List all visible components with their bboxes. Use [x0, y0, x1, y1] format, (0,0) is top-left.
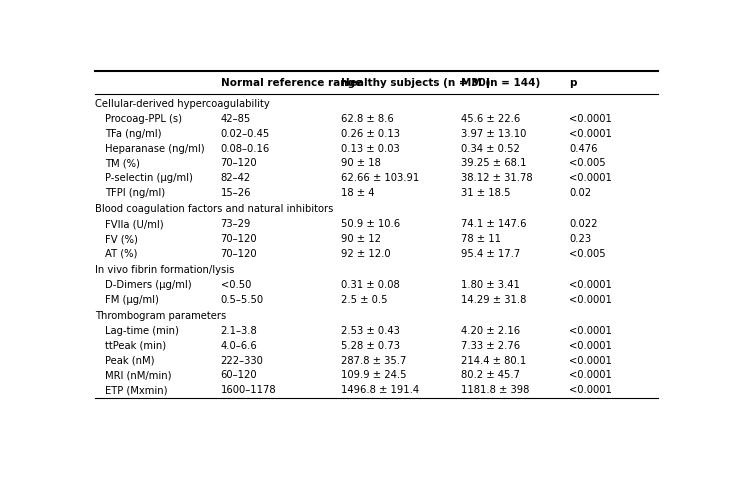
Text: 82–42: 82–42 [220, 173, 251, 183]
Text: 0.476: 0.476 [569, 144, 598, 153]
Text: 70–120: 70–120 [220, 158, 257, 168]
Text: 0.02–0.45: 0.02–0.45 [220, 129, 270, 139]
Text: 0.5–5.50: 0.5–5.50 [220, 295, 264, 305]
Text: <0.0001: <0.0001 [569, 129, 612, 139]
Text: FM (µg/ml): FM (µg/ml) [105, 295, 159, 305]
Text: In vivo fibrin formation/lysis: In vivo fibrin formation/lysis [95, 265, 234, 275]
Text: Heparanase (ng/ml): Heparanase (ng/ml) [105, 144, 205, 153]
Text: 80.2 ± 45.7: 80.2 ± 45.7 [461, 370, 520, 380]
Text: P-selectin (µg/ml): P-selectin (µg/ml) [105, 173, 193, 183]
Text: 1496.8 ± 191.4: 1496.8 ± 191.4 [340, 385, 419, 395]
Text: <0.0001: <0.0001 [569, 341, 612, 351]
Text: 2.53 ± 0.43: 2.53 ± 0.43 [340, 326, 399, 336]
Text: 70–120: 70–120 [220, 249, 257, 259]
Text: D-Dimers (µg/ml): D-Dimers (µg/ml) [105, 280, 192, 290]
Text: 0.02: 0.02 [569, 188, 591, 198]
Text: <0.0001: <0.0001 [569, 356, 612, 365]
Text: 18 ± 4: 18 ± 4 [340, 188, 374, 198]
Text: Normal reference range: Normal reference range [220, 78, 362, 88]
Text: MRI (nM/min): MRI (nM/min) [105, 370, 172, 380]
Text: 62.8 ± 8.6: 62.8 ± 8.6 [340, 114, 394, 124]
Text: ETP (Mxmin): ETP (Mxmin) [105, 385, 168, 395]
Text: 287.8 ± 35.7: 287.8 ± 35.7 [340, 356, 406, 365]
Text: <0.50: <0.50 [220, 280, 251, 290]
Text: 73–29: 73–29 [220, 219, 251, 229]
Text: <0.0001: <0.0001 [569, 173, 612, 183]
Text: <0.0001: <0.0001 [569, 370, 612, 380]
Text: 3.97 ± 13.10: 3.97 ± 13.10 [461, 129, 526, 139]
Text: 90 ± 12: 90 ± 12 [340, 234, 380, 244]
Text: 109.9 ± 24.5: 109.9 ± 24.5 [340, 370, 406, 380]
Text: ttPeak (min): ttPeak (min) [105, 341, 167, 351]
Text: MM (n = 144): MM (n = 144) [461, 78, 539, 88]
Text: 0.34 ± 0.52: 0.34 ± 0.52 [461, 144, 520, 153]
Text: 1.80 ± 3.41: 1.80 ± 3.41 [461, 280, 520, 290]
Text: 39.25 ± 68.1: 39.25 ± 68.1 [461, 158, 526, 168]
Text: <0.0001: <0.0001 [569, 385, 612, 395]
Text: 62.66 ± 103.91: 62.66 ± 103.91 [340, 173, 419, 183]
Text: 0.31 ± 0.08: 0.31 ± 0.08 [340, 280, 399, 290]
Text: TFa (ng/ml): TFa (ng/ml) [105, 129, 161, 139]
Text: 74.1 ± 147.6: 74.1 ± 147.6 [461, 219, 526, 229]
Text: <0.005: <0.005 [569, 249, 606, 259]
Text: 95.4 ± 17.7: 95.4 ± 17.7 [461, 249, 520, 259]
Text: AT (%): AT (%) [105, 249, 138, 259]
Text: <0.0001: <0.0001 [569, 295, 612, 305]
Text: 7.33 ± 2.76: 7.33 ± 2.76 [461, 341, 520, 351]
Text: 38.12 ± 31.78: 38.12 ± 31.78 [461, 173, 532, 183]
Text: 78 ± 11: 78 ± 11 [461, 234, 500, 244]
Text: Lag-time (min): Lag-time (min) [105, 326, 179, 336]
Text: FV (%): FV (%) [105, 234, 138, 244]
Text: 31 ± 18.5: 31 ± 18.5 [461, 188, 510, 198]
Text: 4.0–6.6: 4.0–6.6 [220, 341, 257, 351]
Text: 1181.8 ± 398: 1181.8 ± 398 [461, 385, 529, 395]
Text: <0.0001: <0.0001 [569, 280, 612, 290]
Text: FVIIa (U/ml): FVIIa (U/ml) [105, 219, 164, 229]
Text: 70–120: 70–120 [220, 234, 257, 244]
Text: 0.08–0.16: 0.08–0.16 [220, 144, 270, 153]
Text: Thrombogram parameters: Thrombogram parameters [95, 311, 226, 321]
Text: Procoag-PPL (s): Procoag-PPL (s) [105, 114, 182, 124]
Text: 14.29 ± 31.8: 14.29 ± 31.8 [461, 295, 526, 305]
Text: 90 ± 18: 90 ± 18 [340, 158, 380, 168]
Text: Healthy subjects (n = 30): Healthy subjects (n = 30) [340, 78, 490, 88]
Text: TM (%): TM (%) [105, 158, 140, 168]
Text: Peak (nM): Peak (nM) [105, 356, 155, 365]
Text: 0.23: 0.23 [569, 234, 591, 244]
Text: <0.0001: <0.0001 [569, 114, 612, 124]
Text: <0.005: <0.005 [569, 158, 606, 168]
Text: p: p [569, 78, 576, 88]
Text: Blood coagulation factors and natural inhibitors: Blood coagulation factors and natural in… [95, 204, 333, 214]
Text: 5.28 ± 0.73: 5.28 ± 0.73 [340, 341, 399, 351]
Text: 1600–1178: 1600–1178 [220, 385, 276, 395]
Text: 4.20 ± 2.16: 4.20 ± 2.16 [461, 326, 520, 336]
Text: 0.26 ± 0.13: 0.26 ± 0.13 [340, 129, 399, 139]
Text: 214.4 ± 80.1: 214.4 ± 80.1 [461, 356, 525, 365]
Text: 60–120: 60–120 [220, 370, 257, 380]
Text: 15–26: 15–26 [220, 188, 251, 198]
Text: 0.13 ± 0.03: 0.13 ± 0.03 [340, 144, 399, 153]
Text: 50.9 ± 10.6: 50.9 ± 10.6 [340, 219, 399, 229]
Text: <0.0001: <0.0001 [569, 326, 612, 336]
Text: 0.022: 0.022 [569, 219, 598, 229]
Text: 222–330: 222–330 [220, 356, 264, 365]
Text: TFPI (ng/ml): TFPI (ng/ml) [105, 188, 165, 198]
Text: Cellular-derived hypercoagulability: Cellular-derived hypercoagulability [95, 99, 270, 109]
Text: 2.5 ± 0.5: 2.5 ± 0.5 [340, 295, 387, 305]
Text: 42–85: 42–85 [220, 114, 251, 124]
Text: 92 ± 12.0: 92 ± 12.0 [340, 249, 390, 259]
Text: 2.1–3.8: 2.1–3.8 [220, 326, 257, 336]
Text: 45.6 ± 22.6: 45.6 ± 22.6 [461, 114, 520, 124]
